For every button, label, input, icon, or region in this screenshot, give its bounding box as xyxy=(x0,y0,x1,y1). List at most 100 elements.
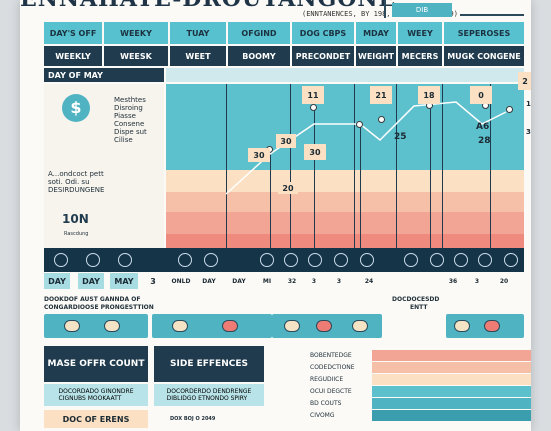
value-label: 30 xyxy=(276,134,296,148)
top-badge: DIB xyxy=(392,3,452,17)
grid-line xyxy=(360,126,361,248)
legend-swatch xyxy=(316,320,332,332)
day-label: DAY xyxy=(78,273,104,289)
day-label: 3 xyxy=(466,273,488,289)
left-panel-figure: 10N xyxy=(62,212,89,226)
legend-swatch xyxy=(222,320,238,332)
section-header: MASE OFFR COUNT xyxy=(44,346,148,382)
day-label: 32 xyxy=(282,273,302,289)
page-subtitle: (ENNTANENCES, BY 198, 20 (B), DB 199) xyxy=(302,10,458,18)
column-subheader: WEESK xyxy=(104,46,168,66)
day-label: 36 xyxy=(442,273,464,289)
stripe-row xyxy=(372,362,531,373)
footer-note: DOX BOJ O 2049 xyxy=(170,416,216,422)
data-point xyxy=(310,104,317,111)
column-subheader: BOOMY xyxy=(228,46,290,66)
data-point xyxy=(356,121,363,128)
day-label: ONLD xyxy=(168,273,194,289)
value-label: 28 xyxy=(478,136,491,146)
value-label: A6 xyxy=(476,122,490,132)
grid-line xyxy=(396,84,397,248)
column-subheader: WEIGHT xyxy=(356,46,396,66)
clock-icon xyxy=(284,253,298,267)
value-label: 30 xyxy=(304,144,326,160)
left-panel-text: Mesthtes Disroing Piasse Consene Dispe s… xyxy=(114,96,147,144)
column-header: DAY'S OFF xyxy=(44,22,102,44)
day-label: 24 xyxy=(356,273,382,289)
clock-icon xyxy=(178,253,192,267)
grid-line xyxy=(226,84,227,248)
grid-line xyxy=(442,84,443,248)
legend-label: ENTT xyxy=(410,304,428,311)
grid-line xyxy=(314,108,315,248)
stripe-label: BOBENTEDGE xyxy=(310,352,352,359)
left-panel-caption: Rascdung xyxy=(64,231,89,237)
dollar-icon: $ xyxy=(62,94,90,122)
page-title: ENNAHATE-DROUTANGONE xyxy=(20,0,396,12)
column-header: TUAY xyxy=(170,22,226,44)
data-point xyxy=(378,116,385,123)
stripe-row xyxy=(372,374,531,385)
stripe-label: OCUI DEGCTE xyxy=(310,388,352,395)
legend-swatch xyxy=(352,320,368,332)
legend-swatch xyxy=(284,320,300,332)
grid-line xyxy=(490,84,491,248)
data-point xyxy=(506,106,513,113)
column-header: MDAY xyxy=(356,22,396,44)
infographic-poster: ENNAHATE-DROUTANGONE (ENNTANENCES, BY 19… xyxy=(20,0,531,431)
legend-swatch xyxy=(172,320,188,332)
column-header: DOG CBPS xyxy=(292,22,354,44)
stripe-row xyxy=(372,350,531,361)
day-label: 3 xyxy=(140,273,166,289)
stripe-row xyxy=(372,398,531,409)
row-label-band xyxy=(166,68,524,82)
day-label: DAY xyxy=(196,273,222,289)
day-label: 3 xyxy=(304,273,324,289)
legend-swatch xyxy=(454,320,470,332)
clock-icon xyxy=(360,253,374,267)
column-subheader: MUGK CONGENE xyxy=(444,46,524,66)
legend-swatch xyxy=(484,320,500,332)
legend-label: DOCDOCESDD xyxy=(392,296,440,303)
clock-icon xyxy=(504,253,518,267)
legend-swatch xyxy=(104,320,120,332)
clock-icon xyxy=(430,253,444,267)
grid-line xyxy=(270,150,271,248)
column-header: WEEKY xyxy=(104,22,168,44)
day-label: DAY xyxy=(226,273,252,289)
divider xyxy=(384,0,386,18)
section-footer: DOC OF ERENS xyxy=(44,410,148,428)
day-label: DAY xyxy=(44,273,70,289)
clock-icon xyxy=(54,253,68,267)
data-area xyxy=(166,84,524,248)
value-label: 2 xyxy=(518,72,531,90)
trend-line xyxy=(225,101,507,195)
column-header: OFGIND xyxy=(228,22,290,44)
clock-icon xyxy=(260,253,274,267)
stripe-label: BD COUTS xyxy=(310,400,342,407)
stripe-label: CIVOMG xyxy=(310,412,335,419)
stripe-row xyxy=(372,410,531,421)
clock-icon xyxy=(454,253,468,267)
clock-icon xyxy=(478,253,492,267)
column-subheader: PRECONDET xyxy=(292,46,354,66)
day-label: MAY xyxy=(110,273,138,289)
legend-label: CONGARDIOOSE PRONGESTTION xyxy=(44,304,154,311)
value-label: 10 xyxy=(526,100,531,108)
column-subheader: MECERS xyxy=(398,46,442,66)
row-label: DAY OF MAY xyxy=(44,68,164,82)
left-panel-note: A...ondcoct pett soti. Odi. su DESIRDUNG… xyxy=(48,170,105,194)
value-label: 20 xyxy=(278,182,298,194)
clock-icon xyxy=(86,253,100,267)
value-label: 30 xyxy=(248,148,270,162)
clock-icon xyxy=(118,253,132,267)
grid-line xyxy=(430,104,431,248)
divider xyxy=(460,14,524,16)
column-header: SEPEROSES xyxy=(444,22,524,44)
section-header: SIDE EFFENCES xyxy=(154,346,264,382)
section-text: DOCORDADO GINONDRE CIGNUBS MOOKAATT xyxy=(44,384,148,406)
day-label: MI xyxy=(254,273,280,289)
value-label: 30 xyxy=(526,128,531,136)
clock-icon xyxy=(334,253,348,267)
column-header: WEEY xyxy=(398,22,442,44)
